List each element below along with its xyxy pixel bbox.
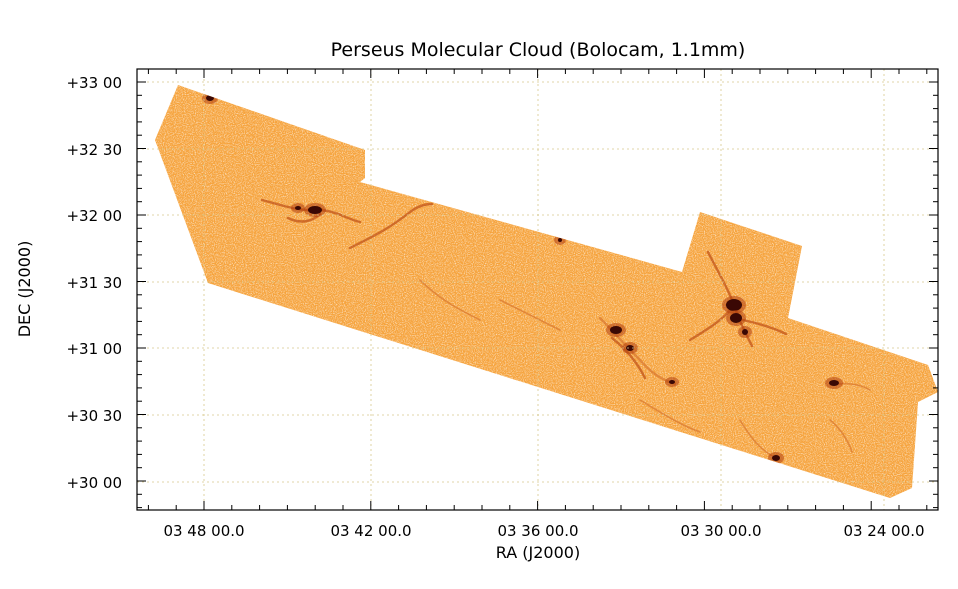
dust-filament (499, 299, 561, 331)
dense-core (726, 299, 742, 311)
x-tick-label: 03 42 00.0 (330, 522, 411, 540)
dust-filament (610, 336, 647, 380)
y-tick-labels: +33 00 +32 30 +32 00 +31 30 +31 00 +30 3… (66, 74, 122, 492)
dense-core (206, 95, 214, 101)
minor-ticks (137, 69, 938, 510)
x-axis-label: RA (J2000) (496, 543, 580, 562)
dense-core (308, 206, 322, 214)
dust-filament (639, 399, 701, 433)
y-tick-label: +31 30 (66, 274, 122, 292)
map-texture (155, 85, 938, 498)
dense-core (742, 329, 748, 335)
dust-filament (829, 419, 853, 453)
dense-core (730, 313, 742, 323)
x-tick-label: 03 24 00.0 (843, 522, 924, 540)
coordinate-grid (137, 69, 938, 510)
dense-core (669, 380, 675, 384)
y-tick-label: +30 00 (66, 474, 122, 492)
y-tick-label: +32 30 (66, 141, 122, 159)
y-axis-label: DEC (J2000) (15, 241, 34, 338)
figure-title: Perseus Molecular Cloud (Bolocam, 1.1mm) (331, 39, 746, 61)
dense-core (626, 345, 634, 351)
y-tick-label: +30 30 (66, 407, 122, 425)
map-region (155, 85, 938, 498)
dense-core (772, 455, 780, 461)
dense-core (558, 238, 562, 242)
dense-cores (202, 92, 843, 464)
y-tick-label: +31 00 (66, 340, 122, 358)
dense-core (829, 380, 839, 386)
y-tick-label: +33 00 (66, 74, 122, 92)
x-tick-label: 03 48 00.0 (163, 522, 244, 540)
dense-core (610, 326, 622, 334)
dust-filament (348, 202, 434, 250)
y-tick-label: +32 00 (66, 207, 122, 225)
x-tick-label: 03 30 00.0 (680, 522, 761, 540)
dust-filament (419, 279, 481, 321)
dust-filament (688, 308, 732, 342)
x-tick-label: 03 36 00.0 (497, 522, 578, 540)
dense-core (295, 206, 301, 210)
x-tick-labels: 03 48 00.0 03 42 00.0 03 36 00.0 03 30 0… (163, 522, 924, 540)
